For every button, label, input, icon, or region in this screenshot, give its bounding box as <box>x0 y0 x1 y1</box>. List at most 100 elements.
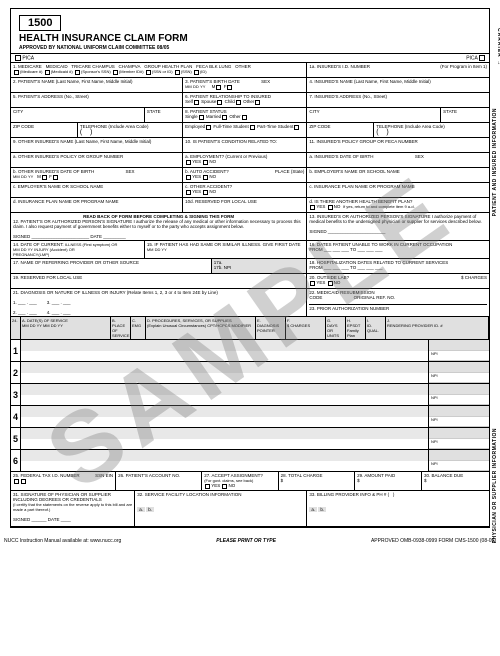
box33: 33. BILLING PROVIDER INFO & PH # <box>309 492 386 497</box>
box16: 16. DATES PATIENT UNABLE TO WORK IN CURR… <box>309 242 452 247</box>
n2: NO <box>209 174 216 179</box>
box26: 26. PATIENT'S ACCOUNT NO. <box>118 473 180 478</box>
box1a-hint: (For Program in Item 1) <box>440 64 487 69</box>
omb-line: APPROVED OMB-0938-0999 FORM CMS-1500 (08… <box>371 538 496 544</box>
npi4: NPI <box>429 417 489 428</box>
npi1: NPI <box>429 351 489 362</box>
box15: 15. IF PATIENT HAS HAD SAME OR SIMILAR I… <box>147 242 301 247</box>
opt-other: OTHER <box>235 64 251 69</box>
date12: DATE <box>90 234 102 239</box>
rel-spouse: Spouse <box>201 99 216 104</box>
carrier-tab: CARRIER → <box>496 28 500 66</box>
service-row-5: 5NPI <box>11 428 489 450</box>
sE: DIAGNOSIS POINTER <box>257 323 279 333</box>
box4: 4. INSURED'S NAME (Last Name, First Name… <box>309 79 430 84</box>
box13: 13. INSURED'S OR AUTHORIZED PERSON'S SIG… <box>309 214 481 224</box>
sI: ID. QUAL. <box>367 323 379 333</box>
box10d: 10d. RESERVED FOR LOCAL USE <box>185 199 257 204</box>
st-pt: Part-Time Student <box>257 124 293 129</box>
footer: NUCC Instruction Manual available at: ww… <box>0 536 500 546</box>
nucc-line: NUCC Instruction Manual available at: ww… <box>4 538 121 544</box>
n1: NO <box>209 159 216 164</box>
pica-left: PICA <box>22 55 34 61</box>
y27: YES <box>211 483 220 488</box>
npi3: NPI <box>429 395 489 406</box>
print-line: PLEASE PRINT OR TYPE <box>216 538 276 544</box>
box25: 25. FEDERAL TAX I.D. NUMBER <box>13 473 80 478</box>
sC: EMG <box>132 323 141 328</box>
n20: NO <box>334 280 341 285</box>
sD: (Explain Unusual Circumstances) CPT/HCPC… <box>147 323 251 328</box>
n3: NO <box>209 189 216 194</box>
to18: TO <box>350 265 356 270</box>
s31: SIGNED <box>13 517 30 522</box>
r4: 4 <box>11 406 21 427</box>
box1-label: 1. <box>13 64 17 69</box>
sex-m: M <box>212 84 216 89</box>
st-other: Other <box>229 114 240 119</box>
box32: 32. SERVICE FACILITY LOCATION INFORMATIO… <box>137 492 241 497</box>
box11: 11. INSURED'S POLICY GROUP OR FECA NUMBE… <box>309 139 417 144</box>
box11-sex: SEX <box>415 154 424 159</box>
form-number: 1500 <box>19 15 61 31</box>
sub3: (Member ID#) <box>119 69 144 74</box>
st-ft: Full-Time Student <box>213 124 248 129</box>
box24-header: 24. A. DATE(S) OF SERVICEMM DD YY MM DD … <box>11 317 489 340</box>
sub1: (Medicaid #) <box>51 69 73 74</box>
box7-city: CITY <box>309 109 319 114</box>
signed13: SIGNED <box>309 229 326 234</box>
rel-child: Child <box>225 99 235 104</box>
form-title: HEALTH INSURANCE CLAIM FORM <box>19 33 481 44</box>
box5: 5. PATIENT'S ADDRESS (No., Street) <box>13 94 89 99</box>
r2: 2 <box>11 362 21 383</box>
sub2: (Sponsor's SSN) <box>81 69 111 74</box>
sub4: (SSN or ID) <box>152 69 173 74</box>
service-row-1: 1 NPI <box>11 340 489 362</box>
npi5: NPI <box>429 439 489 450</box>
claim-form: 1500 HEALTH INSURANCE CLAIM FORM APPROVE… <box>10 8 490 528</box>
physician-tab: PHYSICIAN OR SUPPLIER INFORMATION <box>492 428 498 543</box>
box23: 23. PRIOR AUTHORIZATION NUMBER <box>309 306 389 311</box>
box11b: b. EMPLOYER'S NAME OR SCHOOL NAME <box>309 169 399 174</box>
box9c: c. EMPLOYER'S NAME OR SCHOOL NAME <box>13 184 103 189</box>
box9a: a. OTHER INSURED'S POLICY OR GROUP NUMBE… <box>13 154 123 159</box>
rel-self: Self <box>185 99 193 104</box>
st-single: Single <box>185 114 198 119</box>
st-emp: Employed <box>185 124 205 129</box>
n27: NO <box>228 483 235 488</box>
sF: $ CHARGES <box>287 323 310 328</box>
box28: 28. TOTAL CHARGE <box>281 473 323 478</box>
code22: CODE <box>309 295 322 300</box>
box30: 30. BALANCE DUE <box>424 473 463 478</box>
place: PLACE (State) <box>275 169 305 174</box>
box9d: d. INSURANCE PLAN NAME OR PROGRAM NAME <box>13 199 119 204</box>
box9: 9. OTHER INSURED'S NAME (Last Name, Firs… <box>13 139 151 144</box>
box7-zip: ZIP CODE <box>309 124 330 129</box>
sB: PLACE OF SERVICE <box>112 323 130 338</box>
approved-line: APPROVED BY NATIONAL UNIFORM CLAIM COMMI… <box>19 45 481 51</box>
box5-state: STATE <box>147 109 161 114</box>
pica-row: PICA PICA <box>11 53 489 63</box>
r3: 3 <box>11 384 21 405</box>
box5-zip: ZIP CODE <box>13 124 34 129</box>
yy2: YY <box>28 174 33 179</box>
h31: (I certify that the statements on the re… <box>13 502 132 512</box>
sex-f: F <box>224 84 227 89</box>
yy: YY <box>200 84 205 89</box>
box19: 19. RESERVED FOR LOCAL USE <box>13 275 82 280</box>
st-married: Married <box>206 114 221 119</box>
box3-sex: SEX <box>261 79 270 84</box>
patient-tab: PATIENT AND INSURED INFORMATION <box>492 108 498 216</box>
n4: NO <box>334 204 341 209</box>
box11d2: If yes, return to and complete item 9 a-… <box>343 204 415 209</box>
service-row-6: 6NPI <box>11 450 489 472</box>
r1: 1 <box>11 340 21 361</box>
y3: YES <box>192 189 201 194</box>
box31: 31. SIGNATURE OF PHYSICIAN OR SUPPLIER I… <box>13 492 111 502</box>
to16: TO <box>350 247 356 252</box>
npi2: NPI <box>429 373 489 384</box>
header: 1500 HEALTH INSURANCE CLAIM FORM APPROVE… <box>11 9 489 53</box>
y20: YES <box>316 280 325 285</box>
box18: 18. HOSPITALIZATION DATES RELATED TO CUR… <box>309 260 448 265</box>
r6: 6 <box>11 450 21 471</box>
